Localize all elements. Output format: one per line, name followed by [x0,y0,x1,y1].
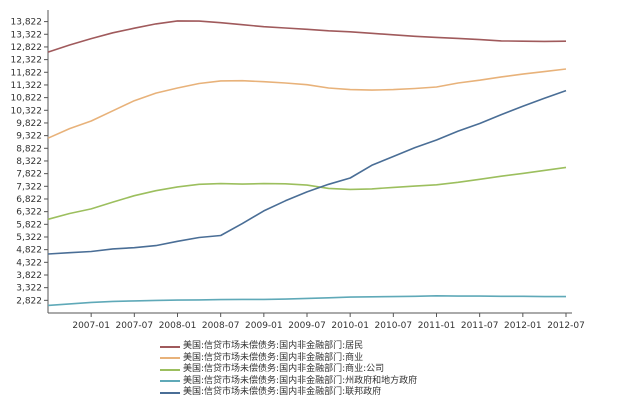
x-tick-label: 2012-01 [504,321,542,331]
y-tick-label: 4,322 [16,258,42,268]
series-line-2 [47,68,567,139]
x-tick-label: 2011-07 [461,321,499,331]
y-tick-label: 3,822 [16,271,42,281]
x-tick-label: 2009-07 [288,321,326,331]
y-tick-label: 3,322 [16,284,42,294]
y-tick-label: 12,822 [11,43,43,53]
series-line-1 [47,20,567,53]
series-line-5 [47,89,567,255]
legend-label: 美国:信贷市场未偿债务:国内非金融部门:居民 [183,341,364,352]
y-tick-label: 5,822 [16,220,42,230]
y-tick-label: 7,322 [16,182,42,192]
x-tick-label: 2008-01 [159,321,197,331]
legend-label: 美国:信贷市场未偿债务:国内非金融部门:商业 [183,352,364,363]
y-tick-label: 11,322 [11,81,43,91]
legend-swatch [160,391,180,394]
legend-swatch [160,357,180,360]
y-tick-label: 6,822 [16,195,42,205]
y-tick-label: 9,322 [16,132,42,142]
y-tick-label: 11,822 [11,68,43,78]
y-tick-label: 13,822 [11,18,43,28]
legend-item-4: 美国:信贷市场未偿债务:国内非金融部门:州政府和地方政府 [160,376,600,388]
legend-label: 美国:信贷市场未偿债务:国内非金融部门:商业:公司 [183,364,385,375]
x-tick-label: 2011-01 [418,321,456,331]
y-tick-label: 10,322 [11,106,43,116]
plot-series [47,20,567,307]
y-axis: 2,822 3,322 3,822 4,322 4,822 5,322 5,822 6,322… [11,10,49,313]
legend-item-2: 美国:信贷市场未偿债务:国内非金融部门:商业 [160,353,600,365]
y-tick-label: 13,322 [11,30,43,40]
y-tick-label: 5,322 [16,233,42,243]
y-tick-label: 8,822 [16,144,42,154]
legend-swatch [160,368,180,371]
legend-swatch [160,380,180,383]
x-tick-label: 2010-07 [375,321,413,331]
y-tick-label: 10,822 [11,94,43,104]
y-tick-label: 9,822 [16,119,42,129]
x-tick-label: 2008-07 [202,321,240,331]
x-axis: 2007-01 2007-07 2008-01 2008-07 2009-01 2009-… [48,312,585,331]
x-tick-label: 2007-01 [72,321,110,331]
legend-item-1: 美国:信贷市场未偿债务:国内非金融部门:居民 [160,341,600,353]
y-tick-label: 6,322 [16,208,42,218]
y-tick-label: 4,822 [16,246,42,256]
legend-swatch [160,345,180,348]
x-tick-label: 2012-07 [547,321,585,331]
x-tick-label: 2007-07 [116,321,154,331]
legend-item-3: 美国:信贷市场未偿债务:国内非金融部门:商业:公司 [160,364,600,376]
x-tick-label: 2010-01 [331,321,369,331]
y-tick-label: 7,822 [16,170,42,180]
y-tick-label: 8,322 [16,157,42,167]
series-line-3 [47,166,567,221]
legend: 美国:信贷市场未偿债务:国内非金融部门:居民 美国:信贷市场未偿债务:国内非金融部… [160,341,600,399]
series-line-4 [47,295,566,307]
x-tick-label: 2009-01 [245,321,283,331]
legend-label: 美国:信贷市场未偿债务:国内非金融部门:州政府和地方政府 [183,375,418,386]
legend-label: 美国:信贷市场未偿债务:国内非金融部门:联邦政府 [183,387,382,398]
y-tick-label: 12,322 [11,56,43,66]
legend-item-5: 美国:信贷市场未偿债务:国内非金融部门:联邦政府 [160,387,600,399]
y-tick-label: 2,822 [16,296,42,306]
